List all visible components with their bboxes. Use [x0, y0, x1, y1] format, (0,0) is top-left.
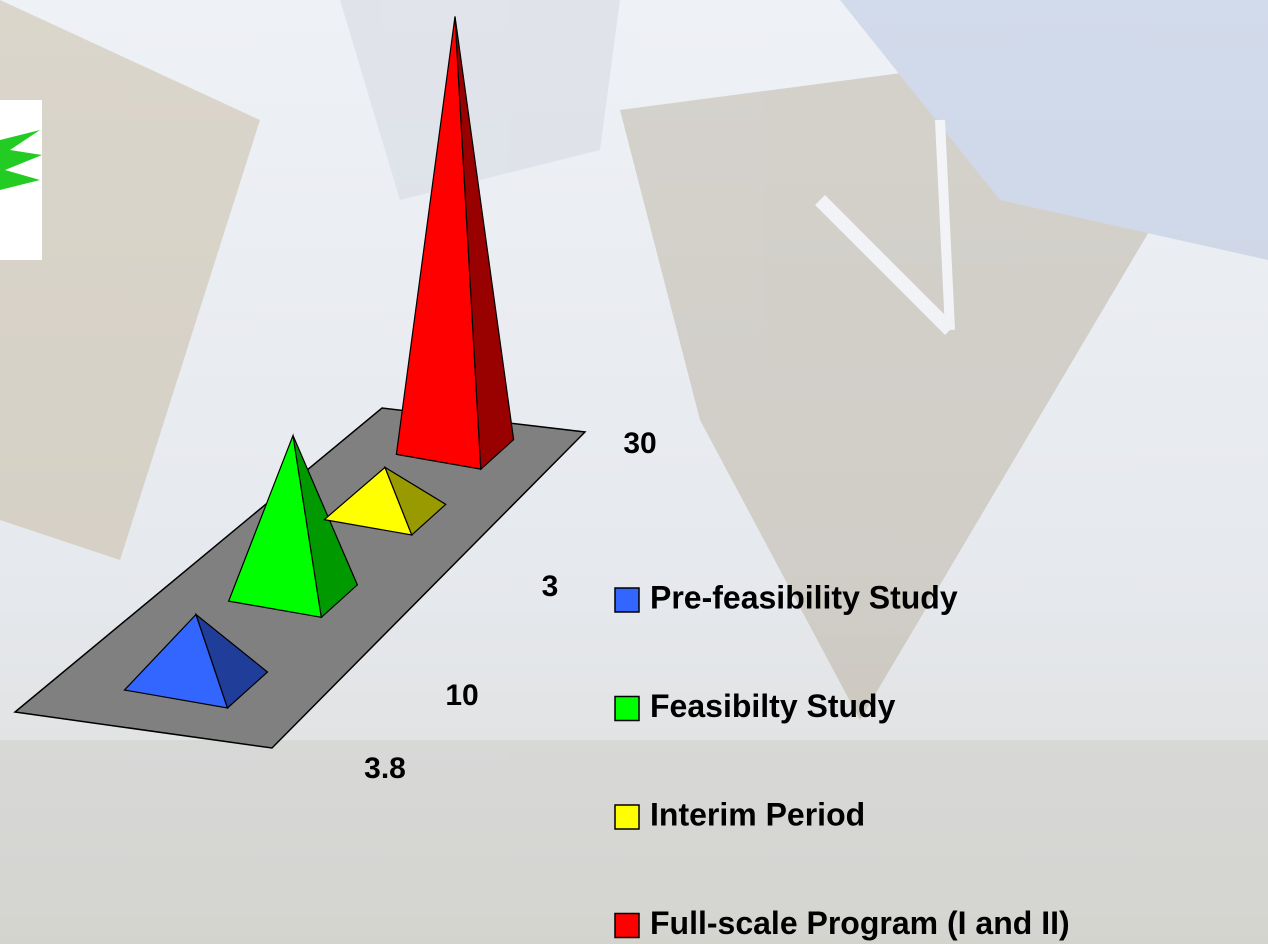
data-label: 30 — [623, 427, 656, 460]
data-label: 3 — [542, 570, 559, 603]
pyramid — [322, 465, 447, 536]
pyramid-side — [383, 465, 447, 536]
legend-swatch — [614, 695, 640, 722]
pyramid — [123, 612, 269, 710]
legend-label: Pre-feasibility Study — [650, 579, 958, 615]
legend-swatch — [614, 587, 640, 613]
pyramid-side — [194, 612, 269, 710]
pyramid-side — [292, 435, 359, 619]
legend-label: Interim Period — [650, 796, 865, 832]
data-label: 3.8 — [364, 752, 406, 785]
pyramid — [227, 433, 359, 619]
pyramid — [395, 16, 515, 471]
pyramid-side — [454, 16, 515, 471]
legend-label: Feasibilty Study — [650, 688, 896, 724]
legend-swatch — [614, 912, 640, 939]
data-label: 10 — [445, 679, 478, 712]
legend-label: Full-scale Program (I and II) — [650, 905, 1070, 941]
corner-picture-detail — [0, 130, 42, 190]
legend-swatch — [614, 804, 640, 830]
